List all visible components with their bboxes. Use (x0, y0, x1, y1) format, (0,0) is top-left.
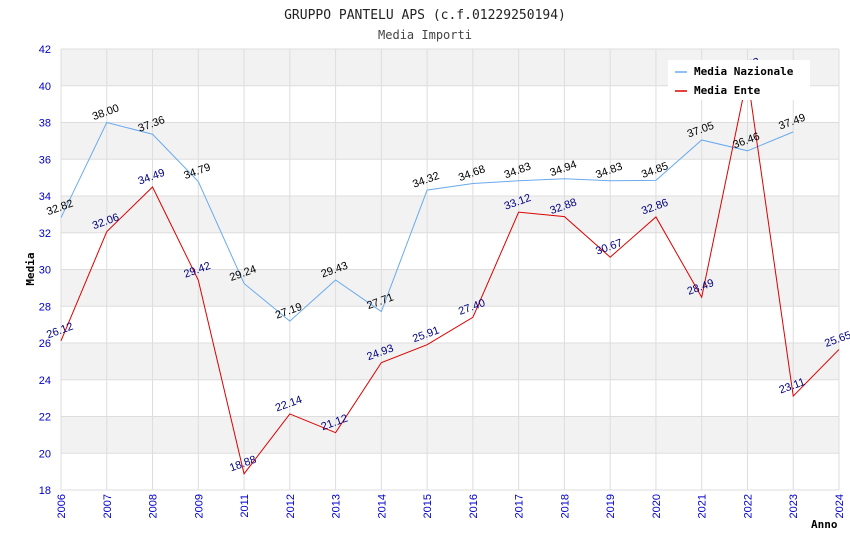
legend-label-media-ente: Media Ente (694, 84, 761, 97)
y-tick-label: 22 (39, 412, 51, 424)
series-lines (60, 75, 840, 475)
y-axis-label: Media (24, 252, 37, 285)
x-tick-label: 2007 (102, 494, 114, 518)
y-tick-label: 38 (39, 118, 51, 130)
plot-band (61, 269, 839, 307)
x-tick-label: 2017 (514, 494, 526, 518)
data-label: 34.32 (411, 170, 441, 191)
x-tick-label: 2015 (422, 494, 434, 518)
x-tick-label: 2009 (193, 494, 205, 518)
x-tick-label: 2008 (148, 494, 160, 518)
data-label: 22.14 (274, 394, 304, 415)
data-label: 25.91 (411, 324, 441, 345)
plot-bands (61, 49, 839, 454)
data-label: 34.85 (640, 160, 670, 181)
x-tick-label: 2019 (605, 494, 617, 518)
x-tick-label: 2024 (834, 494, 846, 518)
y-tick-label: 18 (39, 485, 51, 497)
plot-band (61, 122, 839, 160)
y-tick-label: 34 (39, 191, 51, 203)
x-axis-ticks: 2006 2007 2008 2009 2011 2012 2013 2014 2015 2016… (56, 494, 846, 518)
y-tick-label: 42 (39, 44, 51, 56)
x-tick-label: 2022 (742, 494, 754, 518)
x-tick-label: 2013 (331, 494, 343, 518)
data-label: 34.68 (457, 163, 487, 184)
x-tick-label: 2023 (788, 494, 800, 518)
x-tick-label: 2021 (697, 494, 709, 518)
data-label: 34.94 (548, 159, 578, 180)
x-tick-label: 2014 (376, 494, 388, 518)
y-tick-label: 26 (39, 338, 51, 350)
data-label: 34.83 (503, 161, 533, 182)
y-tick-label: 32 (39, 228, 51, 240)
data-label: 34.83 (594, 161, 624, 182)
data-label: 30.67 (594, 237, 624, 258)
series-line-media-nazionale (60, 121, 794, 322)
x-tick-label: 2020 (651, 494, 663, 518)
x-tick-label: 2016 (468, 494, 480, 518)
x-tick-label: 2018 (559, 494, 571, 518)
y-tick-label: 24 (39, 375, 51, 387)
x-tick-label: 2011 (239, 494, 251, 518)
chart-subtitle: Media Importi (378, 28, 472, 42)
x-tick-label: 2012 (285, 494, 297, 518)
data-label: 34.79 (182, 161, 212, 182)
chart-title: GRUPPO PANTELU APS (c.f.01229250194) (284, 8, 566, 23)
y-tick-label: 36 (39, 154, 51, 166)
plot-band (61, 343, 839, 380)
data-label: 34.49 (137, 167, 167, 188)
data-labels: 32.8238.0037.3634.7929.2427.1929.4327.71… (45, 56, 850, 475)
plot-band (61, 416, 839, 454)
y-tick-label: 40 (39, 81, 51, 93)
data-label: 38.00 (91, 102, 121, 123)
x-tick-label: 2006 (56, 494, 68, 518)
data-label: 26.12 (45, 321, 75, 342)
plot-band (61, 196, 839, 233)
y-tick-label: 20 (39, 448, 51, 460)
grid-lines (60, 48, 840, 491)
y-tick-label: 30 (39, 265, 51, 277)
legend-box (668, 60, 810, 100)
y-tick-label: 28 (39, 301, 51, 313)
x-axis-label: Anno (811, 518, 838, 531)
legend: Media Nazionale Media Ente (668, 60, 810, 100)
series-line-media-ente (60, 75, 840, 475)
y-axis-ticks: 18 20 22 24 26 28 30 32 34 36 38 40 42 (39, 44, 51, 497)
legend-label-media-nazionale: Media Nazionale (694, 65, 794, 78)
